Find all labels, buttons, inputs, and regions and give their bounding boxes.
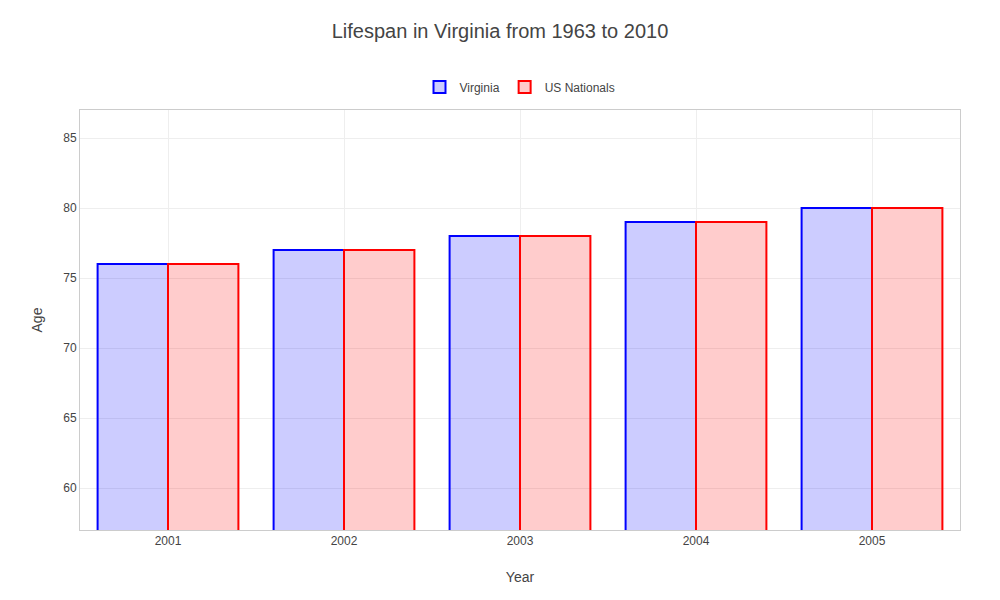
svg-text:2001: 2001 [155, 534, 182, 548]
svg-text:2002: 2002 [331, 534, 358, 548]
svg-text:65: 65 [63, 411, 77, 425]
svg-text:2003: 2003 [507, 534, 534, 548]
svg-text:60: 60 [63, 481, 77, 495]
svg-text:80: 80 [63, 201, 77, 215]
svg-text:Lifespan in Virginia from 1963: Lifespan in Virginia from 1963 to 2010 [332, 20, 669, 42]
svg-text:Age: Age [29, 307, 45, 332]
svg-text:85: 85 [63, 131, 77, 145]
svg-text:Year: Year [506, 569, 535, 585]
svg-text:2005: 2005 [859, 534, 886, 548]
svg-text:2004: 2004 [683, 534, 710, 548]
svg-text:75: 75 [63, 271, 77, 285]
svg-text:70: 70 [63, 341, 77, 355]
svg-text:Virginia: Virginia [460, 81, 500, 95]
svg-text:US Nationals: US Nationals [545, 81, 615, 95]
